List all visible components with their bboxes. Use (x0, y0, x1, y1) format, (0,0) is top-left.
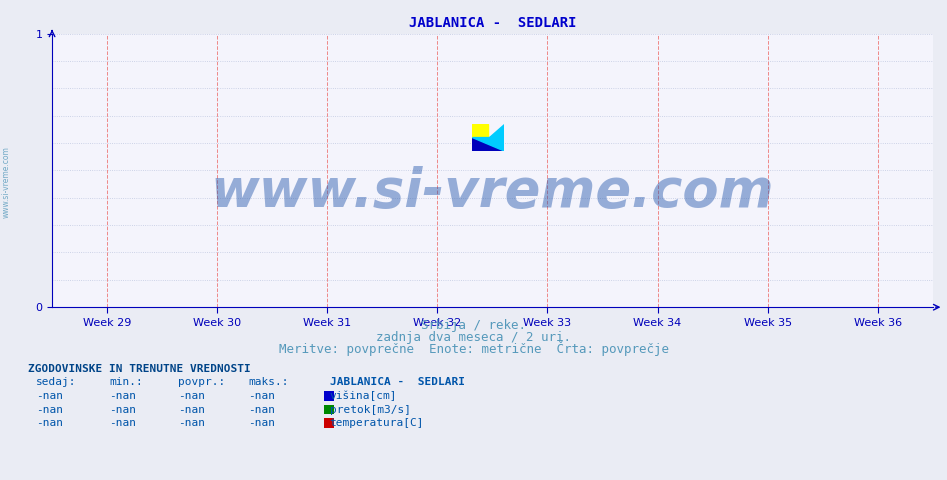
Text: -nan: -nan (248, 405, 276, 415)
Text: sedaj:: sedaj: (36, 377, 77, 387)
Text: višina[cm]: višina[cm] (330, 391, 397, 401)
Text: zadnja dva meseca / 2 uri.: zadnja dva meseca / 2 uri. (376, 331, 571, 344)
Polygon shape (488, 124, 504, 138)
Text: -nan: -nan (109, 391, 136, 401)
Text: min.:: min.: (109, 377, 143, 387)
Text: -nan: -nan (178, 418, 205, 428)
Text: JABLANICA -  SEDLARI: JABLANICA - SEDLARI (330, 377, 465, 387)
Text: -nan: -nan (36, 391, 63, 401)
Text: povpr.:: povpr.: (178, 377, 225, 387)
Text: -nan: -nan (109, 405, 136, 415)
Text: Srbija / reke.: Srbija / reke. (421, 319, 526, 332)
Text: -nan: -nan (36, 418, 63, 428)
Bar (473, 138, 504, 151)
Text: www.si-vreme.com: www.si-vreme.com (210, 166, 775, 218)
Text: -nan: -nan (109, 418, 136, 428)
Text: -nan: -nan (248, 418, 276, 428)
Polygon shape (473, 138, 504, 151)
Text: maks.:: maks.: (248, 377, 289, 387)
Text: -nan: -nan (248, 391, 276, 401)
Text: temperatura[C]: temperatura[C] (330, 418, 424, 428)
Text: ZGODOVINSKE IN TRENUTNE VREDNOSTI: ZGODOVINSKE IN TRENUTNE VREDNOSTI (28, 364, 251, 374)
Text: Meritve: povprečne  Enote: metrične  Črta: povprečje: Meritve: povprečne Enote: metrične Črta:… (278, 341, 669, 356)
Text: -nan: -nan (178, 391, 205, 401)
Bar (473, 124, 488, 138)
Text: -nan: -nan (178, 405, 205, 415)
Text: www.si-vreme.com: www.si-vreme.com (2, 146, 11, 218)
Title: JABLANICA -  SEDLARI: JABLANICA - SEDLARI (409, 16, 576, 30)
Text: pretok[m3/s]: pretok[m3/s] (330, 405, 411, 415)
Text: -nan: -nan (36, 405, 63, 415)
